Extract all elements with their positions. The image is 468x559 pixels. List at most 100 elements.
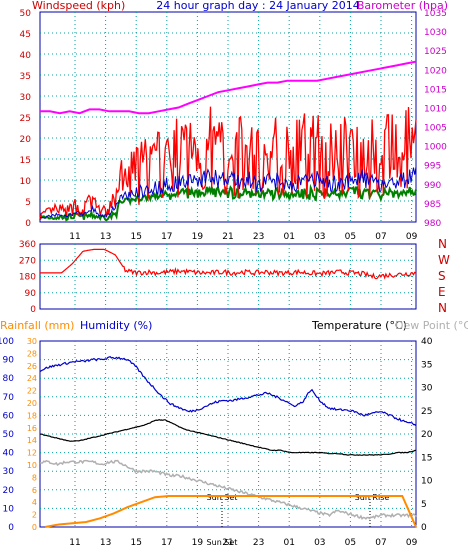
humidity-y-tick: 90 [3, 356, 15, 366]
temp-y-tick: 15 [421, 453, 432, 463]
sunset-label: Sun Set [207, 493, 238, 502]
compass-label: W [438, 253, 450, 267]
top-y-left-tick: 30 [20, 93, 32, 103]
top-x-tick: 01 [283, 232, 294, 242]
top-y-right-tick: 980 [424, 219, 441, 229]
top-x-tick: 11 [69, 232, 80, 242]
bottom-x-tick: 23 [253, 538, 264, 548]
rain-y-tick: 6 [32, 486, 37, 495]
barometer-series [40, 60, 417, 115]
bottom-x-tick: 07 [375, 538, 386, 548]
rain-y-tick: 18 [27, 411, 37, 420]
bottom-x-tick: 05 [345, 538, 356, 548]
temp-y-tick: 20 [421, 430, 433, 440]
bottom-x-tick: 09 [406, 538, 418, 548]
top-y-left-tick: 0 [25, 219, 31, 229]
bottom-x-tick: 03 [314, 538, 325, 548]
chart-title: 24 hour graph day : 24 January 2014 [156, 0, 360, 12]
temp-y-tick: 35 [421, 360, 432, 370]
top-y-right-tick: 1030 [424, 28, 447, 38]
top-y-right-tick: 1020 [424, 66, 447, 76]
wind-avg-series [39, 166, 417, 219]
wind-fill-series [39, 183, 417, 222]
rain-y-tick: 8 [32, 473, 37, 482]
top-y-right-tick: 1000 [424, 143, 447, 153]
temp-y-tick: 5 [421, 500, 427, 510]
dir-y-tick: 90 [25, 289, 37, 299]
rain-legend: Rainfall (mm) [0, 319, 74, 332]
bottom-x-tick: 13 [100, 538, 111, 548]
humidity-y-tick: 80 [3, 374, 15, 384]
bottom-x-tick: 19 [192, 538, 204, 548]
top-y-left-tick: 35 [20, 72, 31, 82]
temp-y-tick: 30 [421, 384, 433, 394]
top-y-left-tick: 20 [20, 135, 32, 145]
top-x-tick: 05 [345, 232, 356, 242]
rain-y-tick: 26 [27, 362, 37, 371]
humidity-y-tick: 50 [3, 430, 15, 440]
dir-y-tick: 0 [30, 305, 36, 315]
bottom-x-tick: 11 [69, 538, 80, 548]
temp-y-tick: 0 [421, 523, 427, 533]
temperature-series [39, 419, 417, 456]
top-y-left-tick: 5 [25, 198, 31, 208]
rain-y-tick: 12 [27, 449, 37, 458]
rainfall-series [44, 495, 417, 528]
temp-y-tick: 10 [421, 477, 433, 487]
top-y-left-tick: 15 [20, 156, 31, 166]
rain-y-tick: 24 [27, 374, 37, 383]
bottom-x-tick: 17 [161, 538, 172, 548]
humidity-series [39, 356, 417, 427]
top-y-left-tick: 50 [20, 9, 32, 19]
top-y-left-tick: 25 [20, 114, 31, 124]
top-y-right-tick: 985 [424, 200, 441, 210]
wind-direction-series [40, 248, 417, 280]
wind-gust-series [39, 106, 417, 221]
top-y-right-tick: 1010 [424, 104, 447, 114]
baro-axis-title: Barometer (hpa) [357, 0, 448, 12]
top-y-left-tick: 10 [20, 177, 32, 187]
top-x-tick: 23 [253, 232, 264, 242]
sunrise-label: Sun Rise [355, 493, 390, 502]
humidity-y-tick: 20 [3, 486, 15, 496]
temp-y-tick: 40 [421, 337, 433, 347]
bottom-x-tick: 21 [222, 538, 233, 548]
bottom-x-tick: 01 [283, 538, 294, 548]
humidity-y-tick: 10 [3, 504, 15, 514]
top-y-right-tick: 1035 [424, 9, 447, 19]
top-y-right-tick: 1005 [424, 124, 447, 134]
top-y-right-tick: 1025 [424, 47, 447, 57]
rain-y-tick: 0 [32, 523, 37, 532]
top-x-tick: 15 [130, 232, 141, 242]
rain-y-tick: 4 [32, 498, 37, 507]
sunset-label-bottom: Sun Set [207, 538, 238, 547]
rain-y-tick: 2 [32, 511, 37, 520]
humidity-legend: Humidity (%) [80, 319, 152, 332]
compass-label: N [438, 237, 447, 251]
humidity-y-tick: 30 [3, 467, 15, 477]
wind-axis-title: Windspeed (kph) [32, 0, 125, 12]
top-y-left-tick: 40 [20, 51, 32, 61]
top-y-left-tick: 45 [20, 30, 31, 40]
top-y-right-tick: 1015 [424, 85, 447, 95]
bottom-x-tick: 15 [130, 538, 141, 548]
compass-label: N [438, 301, 447, 315]
compass-label: E [438, 285, 446, 299]
temp-y-tick: 25 [421, 407, 432, 417]
rain-y-tick: 20 [27, 399, 37, 408]
humidity-y-tick: 100 [0, 337, 14, 347]
top-x-tick: 09 [406, 232, 418, 242]
compass-label: S [438, 269, 446, 283]
dir-y-tick: 360 [19, 240, 36, 250]
rain-y-tick: 30 [27, 337, 37, 346]
dewpoint-series [39, 459, 417, 520]
top-x-tick: 19 [192, 232, 204, 242]
rain-y-tick: 16 [27, 424, 37, 433]
top-x-tick: 17 [161, 232, 172, 242]
rain-y-tick: 10 [27, 461, 37, 470]
top-x-tick: 21 [222, 232, 233, 242]
dir-y-tick: 180 [19, 273, 36, 283]
top-y-right-tick: 990 [424, 181, 441, 191]
